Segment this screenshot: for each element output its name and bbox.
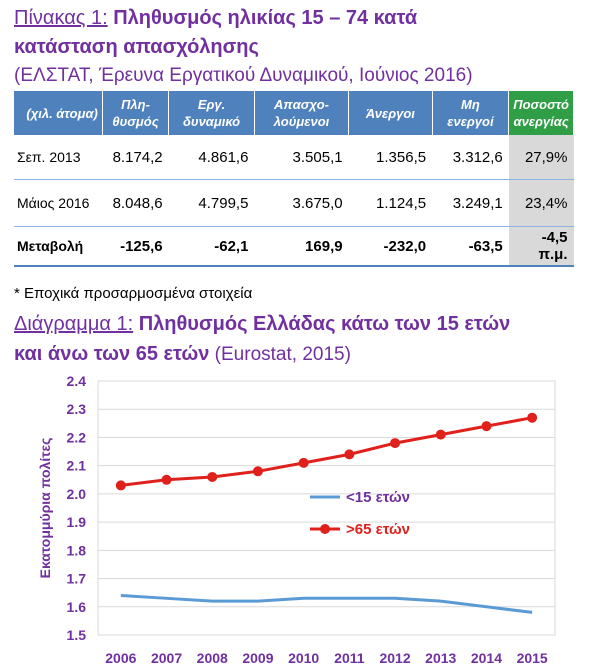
table-header-row: (χιλ. άτομα) Πλη-θυσμός Εργ. δυναμικό Απ… [14, 91, 574, 135]
cell: 3.675,0 [254, 179, 349, 227]
cell: 4.861,6 [168, 135, 255, 180]
table-heading: Πίνακας 1: Πληθυσμός ηλικίας 15 – 74 κατ… [14, 6, 417, 30]
x-tick-label: 2009 [242, 650, 273, 666]
data-point [344, 449, 355, 460]
x-tick-label: 2008 [197, 650, 228, 666]
data-point [390, 438, 401, 449]
header-labour-force: Εργ. δυναμικό [168, 91, 255, 135]
cell: 4.799,5 [168, 179, 255, 227]
chart-heading-line2: και άνω των 65 ετών (Eurostat, 2015) [14, 342, 351, 367]
cell: 8.174,2 [102, 135, 169, 180]
data-point [207, 471, 218, 482]
footnote: * Εποχικά προσαρμοσμένα στοιχεία [14, 285, 253, 302]
y-tick-label: 1.9 [67, 514, 87, 530]
header-population: Πλη-θυσμός [102, 91, 170, 135]
chart-title-line1: Πληθυσμός Ελλάδας κάτω των 15 ετών [133, 313, 511, 335]
data-point [252, 466, 263, 477]
cell: -62,1 [168, 226, 255, 267]
cell: 169,9 [254, 226, 349, 267]
data-point [298, 457, 309, 468]
employment-table: (χιλ. άτομα) Πλη-θυσμός Εργ. δυναμικό Απ… [14, 91, 574, 267]
cell: 3.312,6 [432, 135, 509, 180]
data-point [435, 429, 446, 440]
table-title-line1: Πληθυσμός ηλικίας 15 – 74 κατά [107, 7, 418, 29]
cell: 3.505,1 [254, 135, 349, 180]
x-tick-label: 2011 [334, 650, 365, 666]
chart-title-line2: και άνω των 65 ετών [14, 343, 210, 365]
legend-marker-over65 [320, 524, 330, 534]
x-tick-label: 2010 [288, 650, 319, 666]
header-inactive: Μη ενεργοί [432, 91, 510, 135]
y-tick-label: 1.8 [67, 542, 87, 558]
table-row: Μάιος 2016 8.048,6 4.799,5 3.675,0 1.124… [14, 179, 574, 227]
data-point [527, 412, 538, 423]
cell: 1.356,5 [348, 135, 433, 180]
x-tick-label: 2006 [105, 650, 136, 666]
chart-prefix: Διάγραμμα 1: [14, 313, 134, 335]
y-tick-label: 1.6 [67, 599, 87, 615]
y-tick-label: 2.1 [67, 458, 87, 474]
series-line [120, 416, 533, 487]
legend-label-under15: <15 ετών [346, 489, 410, 506]
rate-cell: 23,4% [508, 179, 574, 227]
y-tick-label: 2.3 [67, 401, 87, 417]
row-label: Μεταβολή [14, 226, 103, 267]
chart-heading: Διάγραμμα 1: Πληθυσμός Ελλάδας κάτω των … [14, 312, 510, 336]
header-unit: (χιλ. άτομα) [14, 91, 103, 135]
y-tick-label: 2.2 [67, 429, 87, 445]
table-row-change: Μεταβολή -125,6 -62,1 169,9 -232,0 -63,5… [14, 226, 574, 267]
plot-area [97, 380, 556, 636]
y-axis-label: Εκατομμύρια πολίτες [37, 438, 53, 579]
x-tick-label: 2012 [379, 650, 410, 666]
legend-label-over65: >65 ετών [346, 521, 410, 538]
data-point [161, 474, 172, 485]
data-point [481, 421, 492, 432]
y-tick-label: 2.4 [67, 373, 87, 389]
x-tick-label: 2015 [517, 650, 548, 666]
y-tick-label: 1.7 [67, 571, 87, 587]
rate-cell: -4,5 π.μ. [508, 226, 574, 267]
cell: 8.048,6 [102, 179, 169, 227]
table-source: (ΕΛΣΤΑΤ, Έρευνα Εργατικού Δυναμικού, Ιού… [14, 65, 473, 86]
cell: -125,6 [102, 226, 169, 267]
chart-source: (Eurostat, 2015) [209, 344, 351, 365]
table-title-line2: κατάσταση απασχόλησης [14, 36, 259, 58]
header-unemployment-rate: Ποσοστό ανεργίας [508, 91, 574, 135]
cell: -63,5 [432, 226, 509, 267]
cell: 3.249,1 [432, 179, 509, 227]
table-row: Σεπ. 2013 8.174,2 4.861,6 3.505,1 1.356,… [14, 135, 574, 180]
y-tick-label: 2.0 [67, 486, 87, 502]
cell: 1.124,5 [348, 179, 433, 227]
rate-cell: 27,9% [508, 135, 574, 180]
x-tick-label: 2007 [151, 650, 182, 666]
y-tick-label: 1.5 [67, 627, 87, 643]
series-line [120, 593, 533, 614]
cell: -232,0 [348, 226, 433, 267]
x-tick-label: 2014 [471, 650, 502, 666]
header-unemployed: Άνεργοι [348, 91, 433, 135]
table-prefix: Πίνακας 1: [14, 7, 108, 29]
row-label: Σεπ. 2013 [14, 135, 103, 180]
data-point [115, 480, 126, 491]
row-label: Μάιος 2016 [14, 179, 103, 227]
header-employed: Απασχο-λούμενοι [254, 91, 350, 135]
x-tick-label: 2013 [425, 650, 456, 666]
